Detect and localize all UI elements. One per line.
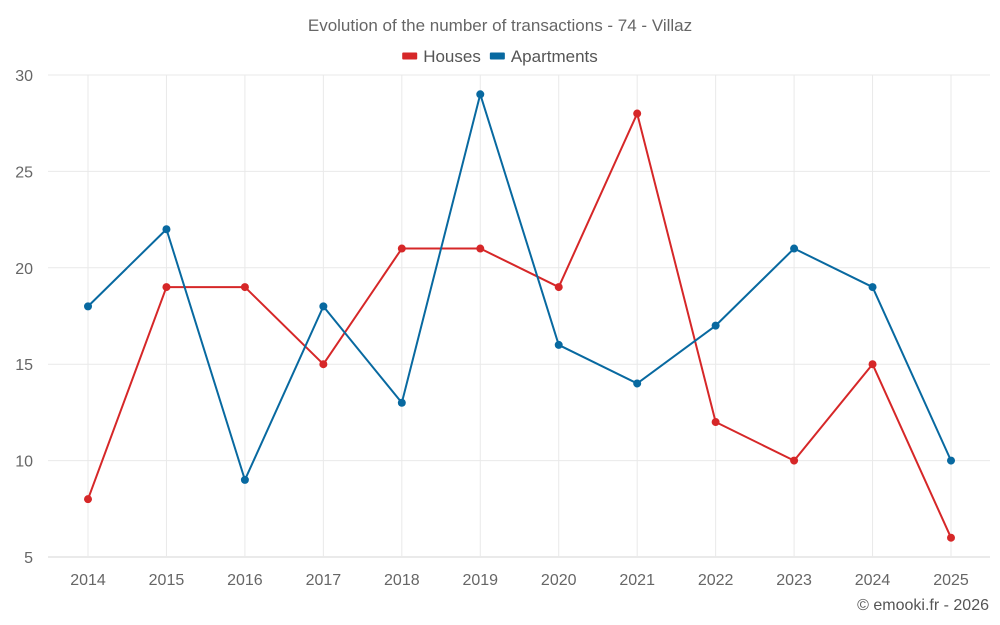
legend-item-apartments[interactable]: Apartments [489,47,598,66]
data-point-houses [476,244,485,253]
x-tick-label: 2023 [776,572,812,589]
x-tick-label: 2025 [933,572,969,589]
series-layer [84,90,955,542]
y-axis: 5 10 15 20 25 30 [15,68,33,567]
x-axis: 2014 2015 2016 2017 2018 2019 2020 2021 2022 2023… [70,572,969,589]
x-tick-label: 2021 [619,572,655,589]
legend-swatch-houses [402,52,418,60]
data-point-houses [947,533,955,542]
data-point-apartments [868,283,877,292]
x-tick-label: 2014 [70,572,106,589]
y-tick-label: 10 [15,454,33,471]
data-point-apartments [947,456,955,465]
data-point-apartments [554,340,563,349]
data-point-houses [554,283,563,292]
y-tick-label: 5 [24,550,33,567]
x-tick-label: 2024 [855,572,891,589]
x-tick-label: 2019 [462,572,498,589]
data-point-apartments [633,379,642,388]
credit-text: © emooki.fr - 2026 [857,597,989,614]
data-point-houses [790,456,799,465]
y-tick-label: 20 [15,261,33,278]
data-point-houses [397,244,406,253]
series-line-apartments [87,93,952,481]
x-tick-label: 2016 [227,572,263,589]
x-tick-label: 2017 [306,572,342,589]
legend-label-apartments: Apartments [511,47,598,66]
x-tick-label: 2020 [541,572,577,589]
y-tick-label: 30 [15,68,33,85]
chart-title: Evolution of the number of transactions … [308,16,692,35]
x-tick-label: 2018 [384,572,420,589]
data-point-houses [868,360,877,369]
series-line-houses [87,112,952,539]
x-tick-label: 2022 [698,572,734,589]
data-point-houses [319,360,328,369]
data-point-apartments [162,225,171,234]
data-point-apartments [319,302,328,311]
y-tick-label: 15 [15,357,33,374]
data-point-apartments [84,302,92,311]
data-point-houses [240,283,249,292]
data-point-apartments [476,90,485,99]
data-point-houses [633,109,642,118]
data-point-houses [162,283,171,292]
x-tick-label: 2015 [149,572,185,589]
legend-label-houses: Houses [423,47,481,66]
legend-item-houses[interactable]: Houses [402,47,481,66]
data-point-apartments [397,398,406,407]
legend: Houses Apartments [402,47,598,66]
y-tick-label: 25 [15,164,33,181]
data-point-houses [84,495,92,504]
data-point-houses [711,418,720,427]
grid [48,74,990,558]
legend-swatch-apartments [489,52,505,60]
data-point-apartments [790,244,799,253]
data-point-apartments [240,475,249,484]
data-point-apartments [711,321,720,330]
